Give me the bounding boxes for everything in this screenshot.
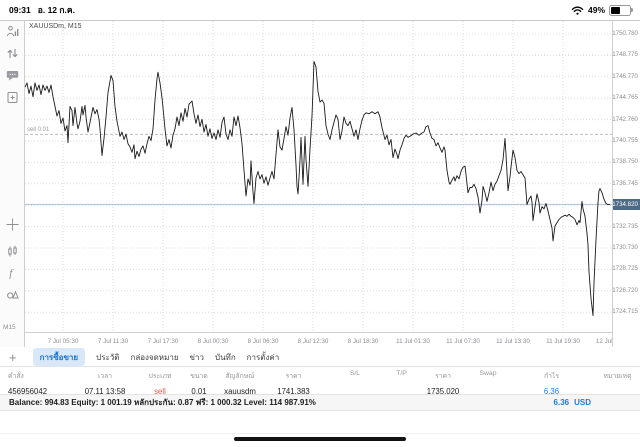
- tab-journal[interactable]: บันทึก: [215, 352, 236, 362]
- position-current-price: 1735.020: [426, 387, 460, 396]
- status-divider: [0, 20, 640, 21]
- time-axis-label: 11 Jul 07:30: [446, 338, 480, 345]
- chart-plot[interactable]: XAUUSDm, M15 sell 0.01: [25, 21, 612, 333]
- account-summary: Balance: 994.83 Equity: 1 001.19 หลักประ…: [9, 398, 316, 407]
- chart-symbol-label: XAUUSDm, M15: [29, 23, 82, 30]
- time-axis-label: 8 Jul 00:30: [197, 338, 229, 345]
- price-axis-label: 1728.725: [612, 265, 638, 273]
- col-swap: Swap: [479, 370, 497, 377]
- position-row[interactable]: 456956042 07.11 13:58 sell 0.01 xauusdm …: [0, 384, 640, 399]
- position-time: 07.11 13:58: [84, 387, 126, 396]
- open-position-label[interactable]: sell 0.01: [27, 126, 50, 133]
- bottom-tab-bar: + การซื้อขาย ประวัติ กล่องจดหมาย ข่าว บั…: [0, 348, 640, 367]
- current-price-tag: 1734.820: [612, 198, 640, 210]
- home-indicator[interactable]: [234, 437, 406, 441]
- time-axis-label: 11 Jul 01:30: [396, 338, 430, 345]
- price-axis-label: 1738.750: [612, 158, 638, 166]
- position-order-id: 456956042: [8, 387, 48, 396]
- account-currency: USD: [574, 398, 591, 407]
- price-axis-label: 1746.770: [612, 72, 638, 80]
- price-axis-label: 1742.760: [612, 115, 638, 123]
- tab-history[interactable]: ประวัติ: [96, 352, 120, 362]
- col-sl: S/L: [349, 370, 361, 377]
- position-symbol: xauusdm: [224, 387, 256, 396]
- col-time: เวลา: [97, 373, 113, 380]
- svg-text:f: f: [9, 268, 14, 280]
- status-date: อ. 12 ก.ค.: [37, 5, 75, 15]
- position-volume: 0.01: [191, 387, 207, 396]
- timeframe-button[interactable]: M15: [3, 324, 16, 331]
- price-axis-label: 1740.755: [612, 137, 638, 144]
- col-current-price: ราคา: [435, 373, 451, 380]
- tab-settings[interactable]: การตั้งค่า: [246, 352, 280, 362]
- price-axis-label: 1726.720: [612, 286, 638, 294]
- tab-mailbox[interactable]: กล่องจดหมาย: [130, 352, 179, 362]
- price-axis-label: 1732.735: [612, 222, 638, 230]
- col-type: ประเภท: [148, 373, 172, 380]
- indicators-icon[interactable]: f: [6, 266, 19, 280]
- chat-icon[interactable]: [6, 69, 19, 82]
- time-axis-label: 11 Jul 13:30: [496, 338, 530, 345]
- position-type: sell: [154, 387, 166, 396]
- price-axis-label: 1736.745: [612, 179, 638, 187]
- wifi-icon: [571, 5, 584, 15]
- time-axis-label: 11 Jul 19:30: [546, 338, 580, 345]
- clock: 09:31: [9, 5, 31, 15]
- price-axis-label: 1748.775: [612, 51, 638, 59]
- new-order-icon[interactable]: [6, 91, 19, 104]
- price-axis-label: 1750.780: [612, 30, 638, 37]
- col-tp: T/P: [396, 370, 407, 377]
- price-line: [25, 61, 610, 317]
- price-axis-label: 1730.730: [612, 244, 638, 251]
- col-symbol: สัญลักษณ์: [225, 373, 255, 380]
- tab-news[interactable]: ข่าว: [189, 352, 204, 362]
- col-comment: หมายเหตุ: [603, 373, 632, 380]
- price-axis-label: 1744.765: [612, 94, 638, 102]
- chart-style-icon[interactable]: [6, 245, 19, 258]
- battery-icon: [609, 4, 633, 16]
- bottom-area: [0, 412, 640, 447]
- account-summary-bar: Balance: 994.83 Equity: 1 001.19 หลักประ…: [0, 394, 640, 411]
- left-toolbar: f M15: [0, 21, 25, 347]
- position-profit: 6.36: [543, 387, 560, 396]
- price-plot[interactable]: [25, 21, 612, 332]
- tab-trade[interactable]: การซื้อขาย: [32, 348, 86, 366]
- time-axis-label: 8 Jul 12:30: [297, 338, 329, 345]
- time-axis-label: 7 Jul 05:30: [47, 338, 79, 345]
- time-axis-label: 7 Jul 17:30: [147, 338, 179, 345]
- time-axis-label: 7 Jul 11:30: [97, 338, 129, 345]
- total-profit: 6.36: [553, 398, 570, 407]
- chart-area[interactable]: XAUUSDm, M15 sell 0.01 7 Jul 05:30 7 Jul …: [25, 21, 630, 347]
- quotes-icon[interactable]: [6, 25, 19, 38]
- trade-arrows-icon[interactable]: [6, 47, 19, 60]
- time-axis-label: 8 Jul 06:30: [247, 338, 279, 345]
- col-open-price: ราคา: [285, 373, 302, 380]
- col-order: คำสั่ง: [8, 373, 24, 380]
- col-profit: กำไร: [543, 373, 559, 380]
- objects-icon[interactable]: [6, 287, 19, 300]
- positions-table: คำสั่ง เวลา ประเภท ขนาด สัญลักษณ์ ราคา S…: [0, 367, 640, 399]
- position-open-price: 1741.383: [277, 387, 310, 396]
- price-axis-label: 1724.715: [612, 308, 638, 316]
- price-axis[interactable]: 1750.780 1748.775 1746.770 1744.765 1742.760…: [612, 21, 640, 347]
- table-header-row: คำสั่ง เวลา ประเภท ขนาด สัญลักษณ์ ราคา S…: [0, 367, 640, 384]
- col-volume: ขนาด: [190, 373, 208, 380]
- crosshair-icon[interactable]: [6, 218, 19, 231]
- add-button[interactable]: +: [9, 349, 17, 365]
- battery-percent: 49%: [587, 5, 605, 15]
- time-axis-label: 8 Jul 18:30: [347, 338, 379, 345]
- status-bar: 09:31 อ. 12 ก.ค. 49%: [0, 0, 640, 20]
